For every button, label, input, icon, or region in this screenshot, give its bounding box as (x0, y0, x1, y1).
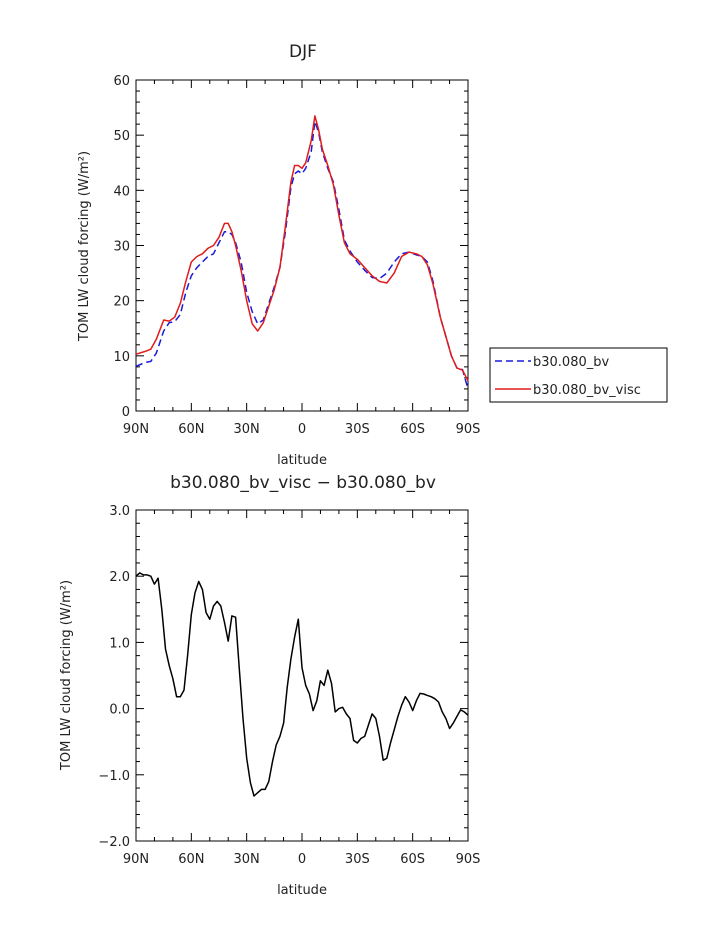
bottom-y-ticks: −2.0 −1.0 0.0 1.0 2.0 3.0 (98, 504, 468, 850)
top-x-ticks: 90N 60N 30N 0 30S 60S 90S (123, 80, 481, 437)
bottom-x-tick-label: 90N (123, 852, 149, 867)
bottom-x-tick-label: 0 (298, 852, 306, 867)
bottom-y-tick-label: −1.0 (98, 769, 130, 784)
top-series-lines (135, 115, 469, 390)
top-y-tick-label: 60 (113, 74, 130, 89)
legend-label-b30-080-bv: b30.080_bv (533, 355, 609, 370)
top-series-b30-080-bv (135, 120, 469, 390)
bottom-y-tick-label: −2.0 (98, 835, 130, 850)
bottom-x-tick-label: 30N (234, 852, 260, 867)
bottom-x-tick-label: 90S (456, 852, 481, 867)
top-x-tick-label: 30N (234, 422, 260, 437)
top-plot-frame (135, 79, 469, 412)
bottom-y-tick-label: 1.0 (109, 636, 130, 651)
bottom-x-axis-label: latitude (277, 883, 327, 898)
top-x-tick-label: 90S (456, 422, 481, 437)
top-y-tick-label: 30 (113, 240, 130, 255)
top-x-tick-label: 90N (123, 422, 149, 437)
top-series-b30-080-bv-visc (135, 115, 469, 382)
top-y-tick-label: 10 (113, 350, 130, 365)
top-y-tick-label: 40 (113, 184, 130, 199)
top-y-axis-label: TOM LW cloud forcing (W/m²) (77, 151, 92, 342)
bottom-x-tick-label: 30S (345, 852, 370, 867)
top-x-tick-label: 60S (400, 422, 425, 437)
top-y-tick-label: 50 (113, 129, 130, 144)
top-y-tick-label: 0 (122, 405, 130, 420)
top-x-tick-label: 60N (178, 422, 204, 437)
bottom-y-axis-label: TOM LW cloud forcing (W/m²) (59, 580, 74, 771)
bottom-chart-title: b30.080_bv_visc − b30.080_bv (170, 473, 436, 493)
legend-box (489, 347, 668, 403)
bottom-series-difference (135, 572, 469, 797)
top-x-axis-label: latitude (277, 453, 327, 468)
bottom-y-tick-label: 3.0 (109, 504, 130, 519)
bottom-y-tick-label: 0.0 (109, 703, 130, 718)
legend: b30.080_bv b30.080_bv_visc (489, 347, 668, 403)
legend-label-b30-080-bv-visc: b30.080_bv_visc (533, 383, 641, 398)
top-y-tick-label: 20 (113, 295, 130, 310)
bottom-chart: b30.080_bv_visc − b30.080_bv −2.0 −1.0 0.0… (59, 473, 480, 898)
bottom-y-tick-label: 2.0 (109, 570, 130, 585)
top-x-tick-label: 0 (298, 422, 306, 437)
top-y-ticks: 0 10 20 30 40 50 60 (113, 74, 468, 420)
bottom-series-lines (135, 572, 469, 797)
top-x-tick-label: 30S (345, 422, 370, 437)
top-chart: DJF 0 10 20 30 40 50 60 90N 60N 30N 0 30S 60S 90S la… (77, 42, 480, 468)
top-chart-title: DJF (289, 42, 317, 62)
bottom-x-ticks: 90N 60N 30N 0 30S 60S 90S (123, 510, 481, 867)
bottom-x-tick-label: 60S (400, 852, 425, 867)
bottom-x-tick-label: 60N (178, 852, 204, 867)
